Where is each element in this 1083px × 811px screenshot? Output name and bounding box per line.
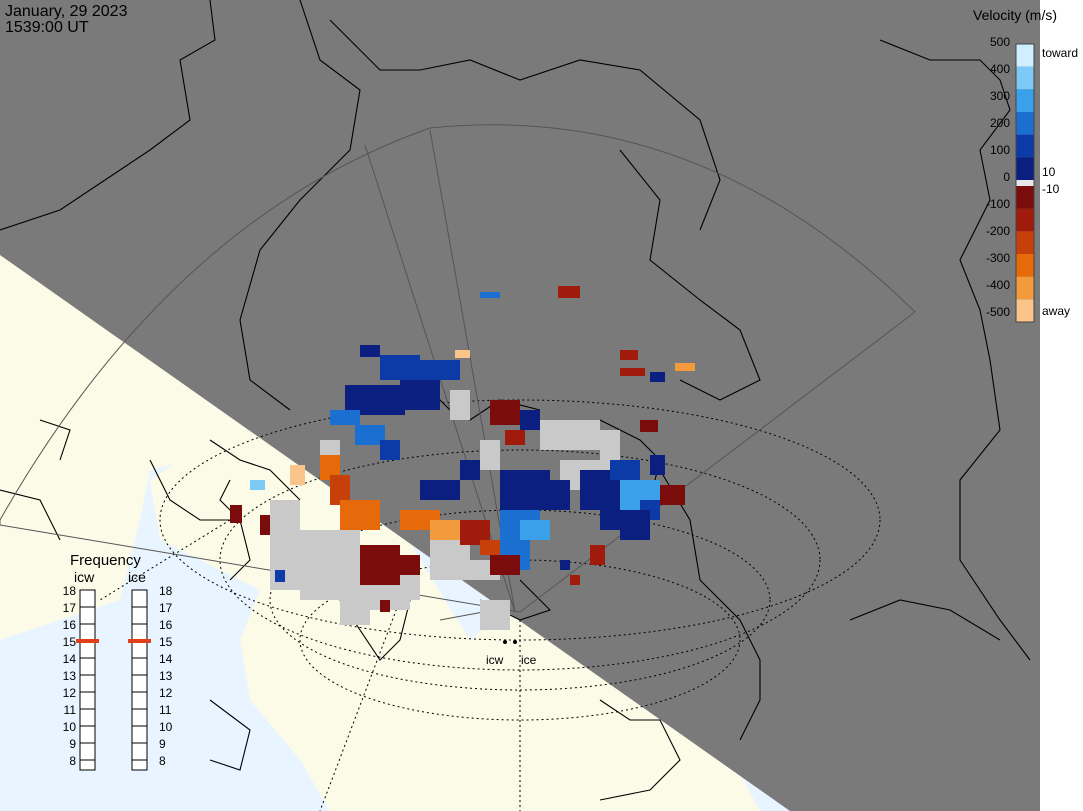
frequency-tick-label: 12 <box>159 686 173 700</box>
land-area-2 <box>0 255 330 640</box>
velocity-legend: Velocity (m/s) 500 400 300 200 100 0 -100 -200 -… <box>973 7 1078 323</box>
radar-site-icw <box>503 640 507 644</box>
legend-color-swatch <box>1016 44 1034 67</box>
legend-color-swatch <box>1016 276 1034 300</box>
legend-color-swatch <box>1016 254 1034 277</box>
frequency-col-icw: icw <box>74 569 95 585</box>
date-label: January, 29 2023 <box>5 3 128 20</box>
right-margin <box>1040 0 1083 811</box>
legend-color-swatch <box>1016 186 1034 209</box>
legend-tick-label: -100 <box>986 197 1010 211</box>
legend-colorbar <box>1015 43 1035 323</box>
frequency-tick-label: 12 <box>63 686 77 700</box>
frequency-tick-label: 13 <box>159 669 173 683</box>
frequency-col-ice: ice <box>128 569 146 585</box>
frequency-tick-label: 8 <box>159 754 166 768</box>
frequency-tick-label: 10 <box>63 720 77 734</box>
frequency-tick-label: 16 <box>159 618 173 632</box>
legend-color-swatch <box>1016 157 1034 180</box>
legend-color-swatch <box>1016 112 1034 135</box>
time-label: 1539:00 UT <box>5 19 89 36</box>
legend-color-swatch <box>1016 134 1034 158</box>
grey-scatter <box>270 390 620 630</box>
frequency-tick-label: 9 <box>69 737 76 751</box>
legend-zero-band <box>1016 180 1034 186</box>
radar-sites: icw ice <box>486 640 537 667</box>
frequency-panel: Frequency icw ice 1817161514131211109818… <box>63 552 173 771</box>
frequency-tick-label: 17 <box>63 601 77 615</box>
frequency-tick-label: 16 <box>63 618 77 632</box>
frequency-tick-label: 14 <box>159 652 173 666</box>
legend-color-swatch <box>1016 89 1034 112</box>
legend-tick-label: -200 <box>986 224 1010 238</box>
legend-tick-label: 500 <box>990 35 1010 49</box>
frequency-title: Frequency <box>70 552 141 569</box>
legend-tick-label: -400 <box>986 278 1010 292</box>
legend-color-swatch <box>1016 66 1034 90</box>
frequency-tick-label: 15 <box>159 635 173 649</box>
legend-color-swatch <box>1016 208 1034 232</box>
frequency-tick-label: 9 <box>159 737 166 751</box>
frequency-tick-label: 11 <box>159 703 172 717</box>
legend-ticks: 500 400 300 200 100 0 -100 -200 -300 -400 -500 <box>986 35 1010 319</box>
legend-title: Velocity (m/s) <box>973 7 1057 23</box>
legend-mid-10: 10 <box>1042 165 1056 179</box>
frequency-tick-label: 11 <box>64 703 77 717</box>
frequency-tick-label: 17 <box>159 601 173 615</box>
frequency-tick-label: 18 <box>159 584 173 598</box>
frequency-tick-label: 8 <box>69 754 76 768</box>
velocity-away <box>230 286 695 612</box>
legend-colorbar-frame <box>1015 43 1035 323</box>
legend-tick-label: -500 <box>986 305 1010 319</box>
frequency-scales: 18 17 16 15 14 13 12 11 10 9 8 18 17 16 15 14 13 12 11 10 9 8 <box>63 584 173 771</box>
legend-color-swatch <box>1016 231 1034 254</box>
legend-mid-neg10: -10 <box>1042 182 1060 196</box>
frequency-tick-label: 18 <box>63 584 77 598</box>
frequency-tick-label: 15 <box>63 635 77 649</box>
land-area <box>0 255 760 811</box>
velocity-toward <box>250 292 665 582</box>
radar-label-icw: icw <box>486 653 504 667</box>
legend-tick-label: 400 <box>990 62 1010 76</box>
legend-tick-label: 100 <box>990 143 1010 157</box>
frequency-tick-label: 14 <box>63 652 77 666</box>
frequency-marker <box>128 639 151 643</box>
radar-site-ice <box>513 640 517 644</box>
legend-toward: toward <box>1042 46 1078 60</box>
frequency-marker <box>76 639 99 643</box>
frequency-tick-label: 10 <box>159 720 173 734</box>
radar-label-ice: ice <box>521 653 537 667</box>
legend-tick-label: -300 <box>986 251 1010 265</box>
legend-color-swatch <box>1016 299 1034 322</box>
legend-tick-label: 300 <box>990 89 1010 103</box>
legend-tick-label: 200 <box>990 116 1010 130</box>
frequency-tick-label: 13 <box>63 669 77 683</box>
legend-away: away <box>1042 304 1070 318</box>
legend-tick-label: 0 <box>1003 170 1010 184</box>
